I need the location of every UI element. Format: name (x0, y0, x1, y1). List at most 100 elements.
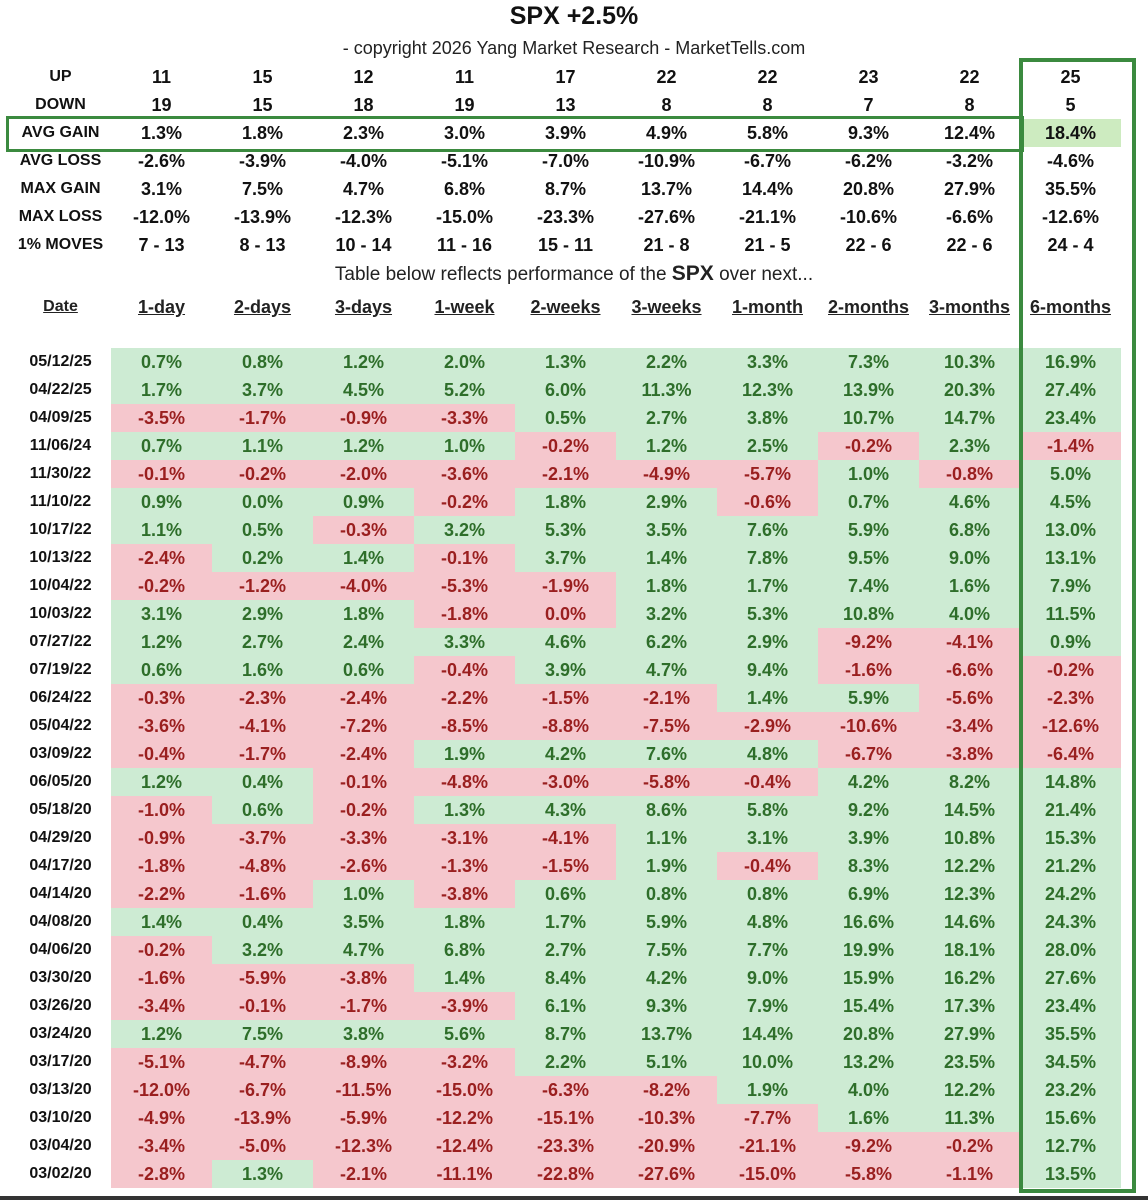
row-date: 04/29/20 (29, 829, 92, 846)
return-cell: -0.8% (919, 460, 1020, 488)
return-cell: 4.8% (717, 740, 818, 768)
return-cell: -0.1% (313, 768, 414, 796)
return-cell: -15.0% (414, 1076, 515, 1104)
return-cell: 13.9% (818, 376, 919, 404)
row-date: 06/05/20 (29, 773, 92, 790)
return-cell: 6.9% (818, 880, 919, 908)
return-cell: -6.7% (212, 1076, 313, 1104)
return-cell: 23.2% (1020, 1076, 1121, 1104)
table-row: 10/17/22 1.1% 0.5% -0.3% 3.2% 5.3% 3.5% 7.6% 5.9… (10, 516, 1121, 544)
return-cell: 5.3% (515, 516, 616, 544)
return-cell: 8.3% (818, 852, 919, 880)
stat-label: DOWN (35, 96, 86, 113)
return-cell: -2.4% (111, 544, 212, 572)
table-row: 04/09/25 -3.5% -1.7% -0.9% -3.3% 0.5% 2.7% 3.8%… (10, 404, 1121, 432)
stat-value: 19 (454, 95, 475, 115)
return-cell: 7.6% (717, 516, 818, 544)
row-date: 04/06/20 (29, 941, 92, 958)
stat-value: -5.1% (440, 151, 489, 171)
return-cell: -0.2% (313, 796, 414, 824)
row-date: 10/04/22 (29, 577, 92, 594)
header-3-months: 3-months (929, 297, 1010, 317)
return-cell: 0.7% (818, 488, 919, 516)
return-cell: 4.2% (616, 964, 717, 992)
return-cell: -0.4% (717, 768, 818, 796)
stat-value: -4.0% (339, 151, 388, 171)
stat-value: 1.3% (140, 123, 183, 143)
return-cell: 1.6% (818, 1104, 919, 1132)
return-cell: 16.6% (818, 908, 919, 936)
stat-row: 1% MOVES 7 - 13 8 - 13 10 - 14 11 - 16 15 - 1… (10, 231, 1121, 259)
stat-value: 18.4% (1020, 119, 1121, 147)
stat-value: 8 - 13 (239, 235, 286, 255)
return-cell: 5.3% (717, 600, 818, 628)
return-cell: 1.9% (414, 740, 515, 768)
return-cell: -11.5% (313, 1076, 414, 1104)
return-cell: -3.8% (313, 964, 414, 992)
stat-value: 8.7% (544, 179, 587, 199)
stat-value: 12 (353, 67, 374, 87)
return-cell: 23.4% (1020, 992, 1121, 1020)
return-cell: 1.4% (616, 544, 717, 572)
return-cell: 4.0% (818, 1076, 919, 1104)
return-cell: 6.8% (919, 516, 1020, 544)
row-date: 10/03/22 (29, 605, 92, 622)
stat-value: 14.4% (741, 179, 794, 199)
return-cell: -3.3% (414, 404, 515, 432)
row-date: 04/17/20 (29, 857, 92, 874)
return-cell: -2.4% (313, 740, 414, 768)
return-cell: -0.3% (111, 684, 212, 712)
return-cell: 27.9% (919, 1020, 1020, 1048)
return-cell: -1.1% (919, 1160, 1020, 1188)
return-cell: 1.8% (414, 908, 515, 936)
return-cell: 5.8% (717, 796, 818, 824)
return-cell: 19.9% (818, 936, 919, 964)
table-row: 03/26/20 -3.4% -0.1% -1.7% -3.9% 6.1% 9.3% 7.9%… (10, 992, 1121, 1020)
stat-value: -4.6% (1046, 151, 1095, 171)
row-date: 07/27/22 (29, 633, 92, 650)
return-cell: -1.8% (414, 600, 515, 628)
return-cell: 2.5% (717, 432, 818, 460)
return-cell: -27.6% (616, 1160, 717, 1188)
table-row: 03/17/20 -5.1% -4.7% -8.9% -3.2% 2.2% 5.1% 10.0… (10, 1048, 1121, 1076)
row-date: 03/09/22 (29, 745, 92, 762)
return-cell: -12.4% (414, 1132, 515, 1160)
stat-value: 5 (1065, 95, 1076, 115)
return-cell: -0.1% (414, 544, 515, 572)
return-cell: 14.4% (717, 1020, 818, 1048)
return-cell: -23.3% (515, 1132, 616, 1160)
return-cell: -20.9% (616, 1132, 717, 1160)
return-cell: 0.6% (212, 796, 313, 824)
stat-value: 13 (555, 95, 576, 115)
row-date: 03/10/20 (29, 1109, 92, 1126)
stat-value: 22 - 6 (845, 235, 892, 255)
table-row: 04/08/20 1.4% 0.4% 3.5% 1.8% 1.7% 5.9% 4.8% 16.6… (10, 908, 1121, 936)
return-cell: 7.5% (616, 936, 717, 964)
return-cell: 34.5% (1020, 1048, 1121, 1076)
return-cell: 1.4% (313, 544, 414, 572)
stat-value: 22 - 6 (946, 235, 993, 255)
stat-value: 22 (656, 67, 677, 87)
return-cell: -6.7% (818, 740, 919, 768)
return-cell: 3.5% (313, 908, 414, 936)
return-cell: 11.3% (919, 1104, 1020, 1132)
return-cell: -5.0% (212, 1132, 313, 1160)
header-2-days: 2-days (233, 297, 292, 317)
table-row: 03/24/20 1.2% 7.5% 3.8% 5.6% 8.7% 13.7% 14.4% 20… (10, 1020, 1121, 1048)
return-cell: 0.8% (616, 880, 717, 908)
return-cell: -7.2% (313, 712, 414, 740)
return-cell: -2.2% (111, 880, 212, 908)
header-1-week: 1-week (434, 297, 495, 317)
table-row: 05/04/22 -3.6% -4.1% -7.2% -8.5% -8.8% -7.5% -2… (10, 712, 1121, 740)
return-cell: -5.1% (111, 1048, 212, 1076)
table-row: 05/12/25 0.7% 0.8% 1.2% 2.0% 1.3% 2.2% 3.3% 7.3%… (10, 348, 1121, 376)
return-cell: 0.9% (313, 488, 414, 516)
return-cell: -5.6% (919, 684, 1020, 712)
stat-value: 15 (252, 95, 273, 115)
table-row: 04/14/20 -2.2% -1.6% 1.0% -3.8% 0.6% 0.8% 0.8% 6… (10, 880, 1121, 908)
return-cell: 1.2% (111, 768, 212, 796)
return-cell: -1.7% (212, 404, 313, 432)
return-cell: 1.2% (313, 432, 414, 460)
return-cell: 24.3% (1020, 908, 1121, 936)
table-row: 10/04/22 -0.2% -1.2% -4.0% -5.3% -1.9% 1.8% 1.7… (10, 572, 1121, 600)
